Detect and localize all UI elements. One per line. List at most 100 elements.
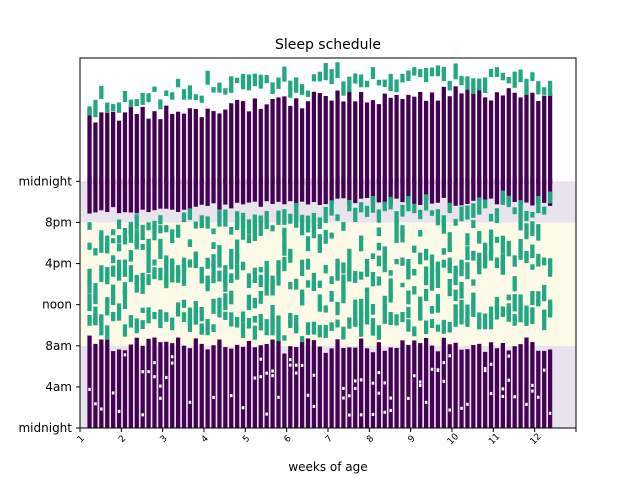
awake-fed-bar — [512, 71, 517, 88]
nap-bar — [270, 320, 275, 326]
nap-bar — [252, 297, 257, 309]
nap-bar — [341, 290, 346, 304]
asleep-bar — [193, 108, 198, 207]
midnight-mark — [276, 178, 281, 185]
wake-gap — [147, 370, 150, 374]
awake-fed-bar — [359, 74, 364, 88]
awake-fed-bar — [347, 317, 352, 329]
nap-bar — [199, 306, 204, 322]
midnight-mark — [252, 178, 257, 185]
nap-bar — [524, 223, 529, 240]
awake-fed-bar — [211, 228, 216, 235]
midnight-mark — [317, 178, 322, 185]
awake-fed-bar — [264, 319, 269, 336]
awake-fed-bar — [335, 319, 340, 328]
nap-bar — [400, 225, 405, 237]
nap-bar — [288, 314, 293, 329]
awake-fed-bar — [87, 106, 92, 116]
nap-bar — [370, 303, 376, 315]
nap-bar — [453, 304, 458, 318]
midnight-mark — [288, 178, 293, 185]
x-tick-label: 10 — [446, 432, 461, 447]
midnight-mark — [128, 178, 133, 185]
asleep-bar — [146, 118, 151, 213]
awake-fed-bar — [122, 227, 128, 245]
midnight-mark — [388, 178, 393, 185]
nap-bar — [240, 311, 246, 323]
asleep-bar — [347, 347, 352, 428]
wake-gap — [531, 383, 534, 387]
awake-fed-bar — [111, 265, 116, 277]
nap-bar — [547, 305, 553, 315]
awake-fed-bar — [536, 81, 541, 95]
awake-fed-bar — [494, 257, 500, 269]
asleep-bar — [453, 342, 458, 428]
awake-fed-bar — [99, 85, 104, 99]
wake-gap — [483, 369, 487, 373]
asleep-bar — [152, 111, 157, 211]
awake-fed-bar — [477, 312, 482, 330]
awake-fed-bar — [400, 312, 405, 323]
asleep-bar — [246, 340, 252, 428]
nap-bar — [376, 242, 381, 251]
awake-fed-bar — [270, 225, 275, 232]
asleep-bar — [181, 113, 187, 210]
midnight-mark — [170, 178, 175, 185]
asleep-bar — [258, 108, 263, 207]
midnight-mark — [223, 178, 228, 185]
asleep-bar — [235, 99, 240, 203]
nap-bar — [317, 234, 322, 253]
wake-gap — [300, 363, 304, 367]
awake-fed-bar — [282, 66, 287, 82]
y-tick-label: 8am — [45, 339, 72, 353]
awake-fed-bar — [252, 73, 257, 87]
asleep-bar — [423, 100, 429, 200]
nap-bar — [447, 260, 452, 274]
midnight-mark — [199, 178, 204, 185]
midnight-mark — [447, 178, 452, 185]
awake-fed-bar — [140, 92, 145, 105]
nap-bar — [140, 276, 145, 294]
awake-fed-bar — [122, 90, 128, 102]
nap-bar — [447, 232, 452, 253]
awake-fed-bar — [134, 99, 139, 107]
asleep-bar — [181, 345, 187, 428]
asleep-bar — [359, 338, 364, 428]
nap-bar — [252, 315, 257, 323]
band-night — [80, 345, 576, 428]
nap-bar — [116, 244, 122, 252]
nap-bar — [359, 311, 364, 325]
nap-bar — [506, 294, 511, 301]
nap-bar — [353, 273, 358, 281]
awake-fed-bar — [164, 90, 169, 96]
awake-fed-bar — [187, 208, 193, 220]
nap-bar — [323, 229, 328, 244]
awake-fed-bar — [317, 217, 322, 230]
x-tick-label: 1 — [76, 434, 87, 445]
awake-fed-bar — [524, 78, 529, 95]
nap-bar — [536, 224, 541, 241]
nap-bar — [441, 248, 446, 255]
nap-bar — [305, 215, 311, 228]
nap-bar — [264, 278, 269, 296]
wake-gap — [259, 375, 263, 379]
asleep-bar — [93, 122, 98, 213]
awake-fed-bar — [329, 200, 334, 216]
nap-bar — [170, 258, 175, 276]
awake-fed-bar — [341, 81, 346, 96]
nap-bar — [488, 229, 494, 237]
awake-fed-bar — [459, 206, 464, 222]
nap-bar — [353, 318, 358, 326]
nap-bar — [382, 267, 387, 273]
awake-fed-bar — [394, 79, 399, 93]
wake-gap — [212, 395, 215, 400]
asleep-bar — [211, 111, 216, 204]
awake-fed-bar — [211, 254, 216, 268]
nap-bar — [477, 231, 482, 244]
nap-bar — [359, 235, 364, 252]
awake-fed-bar — [471, 203, 476, 218]
awake-fed-bar — [175, 302, 181, 317]
awake-fed-bar — [116, 303, 122, 321]
asleep-bar — [394, 95, 399, 199]
awake-fed-bar — [199, 95, 204, 103]
